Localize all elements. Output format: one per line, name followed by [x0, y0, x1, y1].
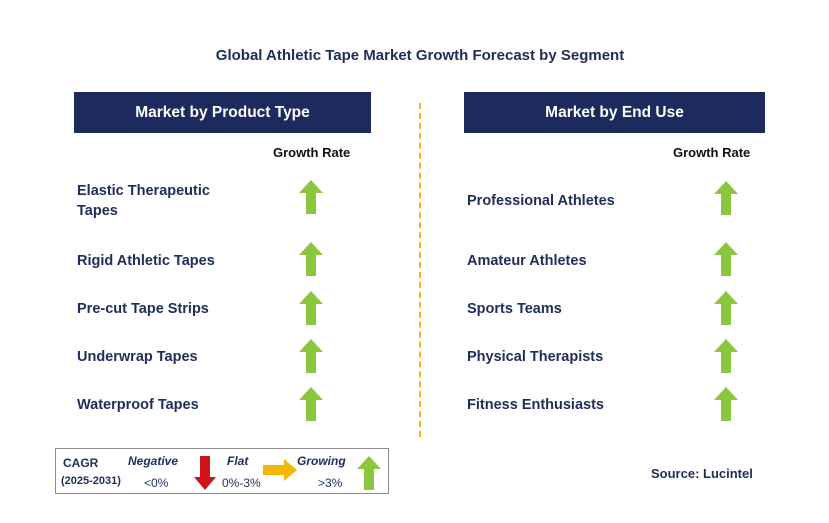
product-item-line2: Tapes — [77, 203, 118, 219]
panel-divider — [419, 103, 421, 437]
legend-flat-label: Flat — [227, 454, 249, 468]
flat-arrow-icon — [263, 459, 297, 481]
legend-growing-range: >3% — [318, 476, 343, 490]
growing-arrow-icon — [299, 387, 323, 421]
growing-arrow-icon — [714, 387, 738, 421]
source-label: Source: Lucintel — [651, 466, 753, 481]
end-use-item-label: Sports Teams — [467, 301, 562, 317]
legend-flat-range: 0%-3% — [222, 476, 261, 490]
product-item-label: Elastic Therapeutic Tapes — [77, 181, 210, 221]
growing-arrow-icon — [714, 291, 738, 325]
growing-arrow-icon — [714, 339, 738, 373]
negative-arrow-icon — [194, 456, 216, 490]
growing-arrow-icon — [299, 242, 323, 276]
legend-negative-range: <0% — [144, 476, 169, 490]
legend-negative-label: Negative — [128, 454, 179, 468]
cagr-legend: CAGR (2025-2031) Negative <0% Flat 0%-3%… — [55, 448, 389, 494]
legend-period-label: (2025-2031) — [61, 475, 121, 487]
growing-arrow-icon — [299, 339, 323, 373]
end-use-item-label: Physical Therapists — [467, 349, 604, 365]
growing-arrow-icon — [714, 242, 738, 276]
end-use-item-label: Professional Athletes — [467, 193, 615, 209]
end-use-header: Market by End Use — [464, 92, 765, 133]
end-use-growth-rate-label: Growth Rate — [673, 145, 751, 160]
end-use-item-label: Fitness Enthusiasts — [467, 397, 604, 413]
growing-arrow-icon — [299, 180, 323, 214]
chart-title: Global Athletic Tape Market Growth Forec… — [215, 47, 625, 64]
product-item-line1: Elastic Therapeutic — [77, 183, 210, 199]
product-item-label: Pre-cut Tape Strips — [77, 301, 209, 317]
growing-arrow-icon — [299, 291, 323, 325]
product-growth-rate-label: Growth Rate — [273, 145, 351, 160]
growing-arrow-icon — [714, 181, 738, 215]
growing-arrow-icon — [357, 456, 381, 490]
product-item-label: Rigid Athletic Tapes — [77, 253, 215, 269]
end-use-item-label: Amateur Athletes — [467, 253, 587, 269]
product-item-label: Waterproof Tapes — [77, 397, 199, 413]
legend-growing-label: Growing — [297, 454, 346, 468]
legend-cagr-label: CAGR — [63, 456, 99, 470]
product-type-header: Market by Product Type — [74, 92, 371, 133]
product-item-label: Underwrap Tapes — [77, 349, 198, 365]
